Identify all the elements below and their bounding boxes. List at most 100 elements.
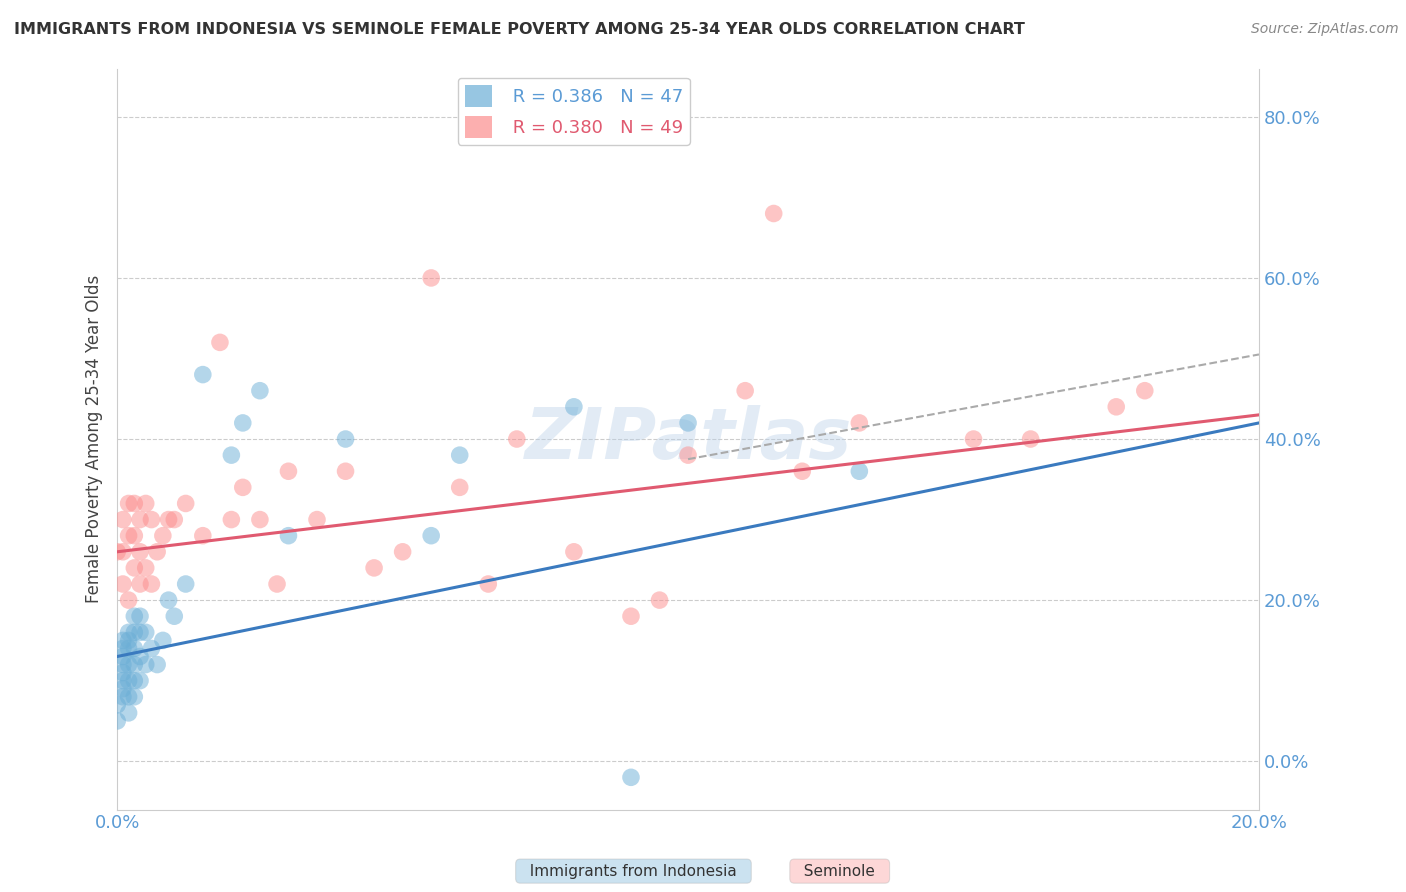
Point bbox=[111, 545, 134, 559]
Point bbox=[391, 545, 413, 559]
Text: Immigrants from Indonesia: Immigrants from Indonesia bbox=[520, 863, 747, 879]
Point bbox=[117, 673, 139, 688]
Point bbox=[174, 496, 197, 510]
Point bbox=[157, 512, 180, 526]
Point bbox=[117, 496, 139, 510]
Point bbox=[962, 432, 984, 446]
Point bbox=[146, 657, 169, 672]
Point bbox=[449, 448, 471, 462]
Point bbox=[141, 512, 163, 526]
Point bbox=[277, 529, 299, 543]
Point bbox=[111, 577, 134, 591]
Point bbox=[249, 384, 271, 398]
Point bbox=[117, 690, 139, 704]
Point bbox=[506, 432, 529, 446]
Point bbox=[141, 577, 163, 591]
Point bbox=[124, 625, 146, 640]
Point bbox=[305, 512, 328, 526]
Point bbox=[117, 625, 139, 640]
Point bbox=[117, 641, 139, 656]
Point bbox=[129, 512, 152, 526]
Point bbox=[232, 416, 254, 430]
Point bbox=[105, 698, 128, 712]
Point bbox=[562, 400, 585, 414]
Point bbox=[129, 673, 152, 688]
Point bbox=[363, 561, 385, 575]
Text: ZIPatlas: ZIPatlas bbox=[524, 405, 852, 474]
Point bbox=[277, 464, 299, 478]
Point bbox=[135, 561, 157, 575]
Point bbox=[141, 641, 163, 656]
Point bbox=[117, 657, 139, 672]
Point bbox=[146, 545, 169, 559]
Point bbox=[124, 657, 146, 672]
Point bbox=[152, 529, 174, 543]
Point bbox=[129, 545, 152, 559]
Point bbox=[221, 512, 243, 526]
Point bbox=[335, 432, 357, 446]
Point bbox=[124, 641, 146, 656]
Point bbox=[191, 529, 214, 543]
Point bbox=[174, 577, 197, 591]
Point bbox=[420, 529, 443, 543]
Point bbox=[111, 657, 134, 672]
Point bbox=[762, 206, 785, 220]
Point bbox=[648, 593, 671, 607]
Point bbox=[1019, 432, 1042, 446]
Text: Source: ZipAtlas.com: Source: ZipAtlas.com bbox=[1251, 22, 1399, 37]
Point bbox=[105, 545, 128, 559]
Y-axis label: Female Poverty Among 25-34 Year Olds: Female Poverty Among 25-34 Year Olds bbox=[86, 275, 103, 603]
Point bbox=[111, 633, 134, 648]
Point bbox=[562, 545, 585, 559]
Point bbox=[111, 681, 134, 696]
Text: Seminole: Seminole bbox=[794, 863, 884, 879]
Point bbox=[129, 649, 152, 664]
Point bbox=[111, 690, 134, 704]
Point bbox=[117, 593, 139, 607]
Point bbox=[620, 609, 643, 624]
Text: IMMIGRANTS FROM INDONESIA VS SEMINOLE FEMALE POVERTY AMONG 25-34 YEAR OLDS CORRE: IMMIGRANTS FROM INDONESIA VS SEMINOLE FE… bbox=[14, 22, 1025, 37]
Point bbox=[111, 512, 134, 526]
Point bbox=[111, 649, 134, 664]
Point bbox=[111, 641, 134, 656]
Point bbox=[477, 577, 499, 591]
Point bbox=[449, 480, 471, 494]
Point bbox=[124, 609, 146, 624]
Point bbox=[135, 657, 157, 672]
Point bbox=[620, 770, 643, 784]
Point bbox=[848, 416, 870, 430]
Point bbox=[111, 665, 134, 680]
Point bbox=[249, 512, 271, 526]
Point bbox=[124, 690, 146, 704]
Point bbox=[163, 609, 186, 624]
Point bbox=[163, 512, 186, 526]
Point bbox=[117, 633, 139, 648]
Point bbox=[335, 464, 357, 478]
Point bbox=[135, 625, 157, 640]
Point bbox=[221, 448, 243, 462]
Point bbox=[420, 271, 443, 285]
Point bbox=[129, 625, 152, 640]
Point bbox=[1133, 384, 1156, 398]
Point bbox=[266, 577, 288, 591]
Point bbox=[124, 496, 146, 510]
Legend:  R = 0.386   N = 47,  R = 0.380   N = 49: R = 0.386 N = 47, R = 0.380 N = 49 bbox=[458, 78, 690, 145]
Point bbox=[111, 673, 134, 688]
Point bbox=[792, 464, 814, 478]
Point bbox=[676, 448, 699, 462]
Point bbox=[124, 529, 146, 543]
Point bbox=[129, 609, 152, 624]
Point bbox=[232, 480, 254, 494]
Point bbox=[157, 593, 180, 607]
Point bbox=[124, 561, 146, 575]
Point bbox=[105, 714, 128, 728]
Point bbox=[152, 633, 174, 648]
Point bbox=[734, 384, 756, 398]
Point bbox=[117, 529, 139, 543]
Point bbox=[191, 368, 214, 382]
Point bbox=[117, 706, 139, 720]
Point bbox=[676, 416, 699, 430]
Point bbox=[124, 673, 146, 688]
Point bbox=[208, 335, 231, 350]
Point bbox=[848, 464, 870, 478]
